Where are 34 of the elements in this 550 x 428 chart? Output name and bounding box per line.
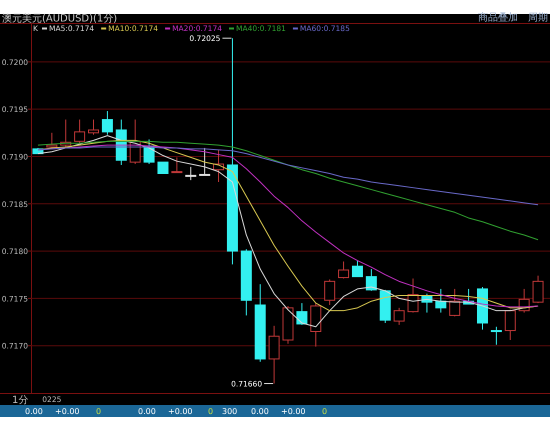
candlestick	[435, 288, 446, 314]
candlestick	[324, 278, 336, 306]
candlestick	[338, 260, 350, 280]
candlestick	[185, 166, 196, 181]
candlestick	[157, 162, 168, 174]
text: 周期	[528, 12, 548, 24]
text: 0	[322, 407, 328, 416]
candlestick	[296, 302, 308, 326]
candlestick	[88, 119, 100, 136]
text: 300	[222, 407, 238, 416]
candlestick	[394, 307, 405, 326]
candlestick	[366, 268, 377, 292]
candlestick	[171, 156, 182, 174]
candlestick	[490, 326, 502, 346]
text: 0	[208, 407, 214, 416]
text: 商品叠加	[478, 12, 518, 24]
candlestick	[268, 325, 280, 384]
text: 0.00	[251, 407, 269, 416]
candlestick	[352, 260, 363, 278]
candlestick	[46, 132, 58, 150]
text: 0.00	[138, 407, 156, 416]
candlestick	[532, 275, 544, 304]
text: +0.00	[55, 407, 80, 416]
chart-title: 澳元美元(AUDUSD)(1分)	[2, 12, 118, 24]
text: +0.00	[281, 407, 306, 416]
text: 1分	[12, 394, 28, 406]
text: 0.00	[25, 407, 43, 416]
text: 0	[96, 407, 102, 416]
candlestick	[74, 119, 86, 144]
text: +0.00	[168, 407, 193, 416]
candlestick	[102, 110, 113, 136]
candlestick	[449, 288, 460, 317]
candlestick	[199, 147, 210, 176]
candlestick	[504, 309, 516, 341]
